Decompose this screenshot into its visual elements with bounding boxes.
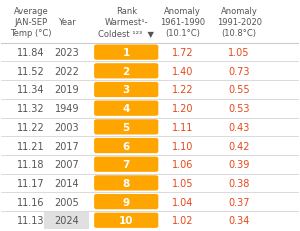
Text: 1.05: 1.05 bbox=[228, 48, 250, 58]
FancyBboxPatch shape bbox=[94, 82, 158, 98]
Text: 3: 3 bbox=[123, 85, 130, 95]
Text: Rank
Warmest¹-
Coldest ¹²³  ▼: Rank Warmest¹- Coldest ¹²³ ▼ bbox=[98, 7, 154, 38]
FancyBboxPatch shape bbox=[94, 213, 158, 228]
Text: 10: 10 bbox=[119, 215, 134, 225]
Text: 0.43: 0.43 bbox=[229, 122, 250, 132]
Text: 8: 8 bbox=[123, 178, 130, 188]
Text: Anomaly
1991-2020
(10.8°C): Anomaly 1991-2020 (10.8°C) bbox=[217, 7, 262, 38]
FancyBboxPatch shape bbox=[94, 120, 158, 135]
FancyBboxPatch shape bbox=[94, 101, 158, 116]
Text: Year: Year bbox=[58, 18, 76, 27]
Text: 2023: 2023 bbox=[54, 48, 79, 58]
Text: 9: 9 bbox=[123, 197, 130, 207]
Text: 2024: 2024 bbox=[54, 215, 79, 225]
Text: 2007: 2007 bbox=[54, 160, 79, 170]
Text: 0.38: 0.38 bbox=[229, 178, 250, 188]
FancyBboxPatch shape bbox=[94, 64, 158, 79]
Text: 2: 2 bbox=[123, 67, 130, 76]
Text: 0.39: 0.39 bbox=[229, 160, 250, 170]
Text: 1: 1 bbox=[123, 48, 130, 58]
Text: 2022: 2022 bbox=[54, 67, 79, 76]
Text: 1.20: 1.20 bbox=[172, 104, 194, 114]
FancyBboxPatch shape bbox=[44, 212, 89, 229]
Text: 1.22: 1.22 bbox=[172, 85, 194, 95]
Text: 1.72: 1.72 bbox=[172, 48, 194, 58]
Text: 6: 6 bbox=[123, 141, 130, 151]
Text: 2017: 2017 bbox=[54, 141, 79, 151]
Text: 1.06: 1.06 bbox=[172, 160, 194, 170]
Text: 0.37: 0.37 bbox=[228, 197, 250, 207]
Text: 1949: 1949 bbox=[55, 104, 79, 114]
Text: 0.55: 0.55 bbox=[228, 85, 250, 95]
Text: 1.11: 1.11 bbox=[172, 122, 194, 132]
Text: Anomaly
1961-1990
(10.1°C): Anomaly 1961-1990 (10.1°C) bbox=[160, 7, 205, 38]
Text: 1.05: 1.05 bbox=[172, 178, 194, 188]
Text: 1.04: 1.04 bbox=[172, 197, 194, 207]
Text: 0.34: 0.34 bbox=[229, 215, 250, 225]
Text: 11.21: 11.21 bbox=[17, 141, 45, 151]
FancyBboxPatch shape bbox=[94, 176, 158, 191]
Text: 11.84: 11.84 bbox=[17, 48, 45, 58]
Text: 11.34: 11.34 bbox=[17, 85, 45, 95]
Text: 7: 7 bbox=[122, 160, 130, 170]
Text: 2019: 2019 bbox=[55, 85, 79, 95]
Text: Average
JAN-SEP
Temp (°C): Average JAN-SEP Temp (°C) bbox=[11, 7, 52, 38]
FancyBboxPatch shape bbox=[94, 45, 158, 61]
Text: 0.42: 0.42 bbox=[228, 141, 250, 151]
FancyBboxPatch shape bbox=[94, 157, 158, 172]
Text: 4: 4 bbox=[122, 104, 130, 114]
Text: 0.73: 0.73 bbox=[228, 67, 250, 76]
Text: 2014: 2014 bbox=[55, 178, 79, 188]
FancyBboxPatch shape bbox=[94, 138, 158, 154]
Text: 2003: 2003 bbox=[55, 122, 79, 132]
Text: 11.52: 11.52 bbox=[17, 67, 45, 76]
Text: 11.18: 11.18 bbox=[17, 160, 45, 170]
Text: 11.32: 11.32 bbox=[17, 104, 45, 114]
Text: 11.16: 11.16 bbox=[17, 197, 45, 207]
Text: 1.40: 1.40 bbox=[172, 67, 194, 76]
Text: 5: 5 bbox=[123, 122, 130, 132]
Text: 2005: 2005 bbox=[54, 197, 79, 207]
Text: 1.02: 1.02 bbox=[172, 215, 194, 225]
Text: 11.22: 11.22 bbox=[17, 122, 45, 132]
Text: 1.10: 1.10 bbox=[172, 141, 194, 151]
Text: 11.17: 11.17 bbox=[17, 178, 45, 188]
FancyBboxPatch shape bbox=[94, 194, 158, 209]
Text: 0.53: 0.53 bbox=[228, 104, 250, 114]
Text: 11.13: 11.13 bbox=[17, 215, 45, 225]
